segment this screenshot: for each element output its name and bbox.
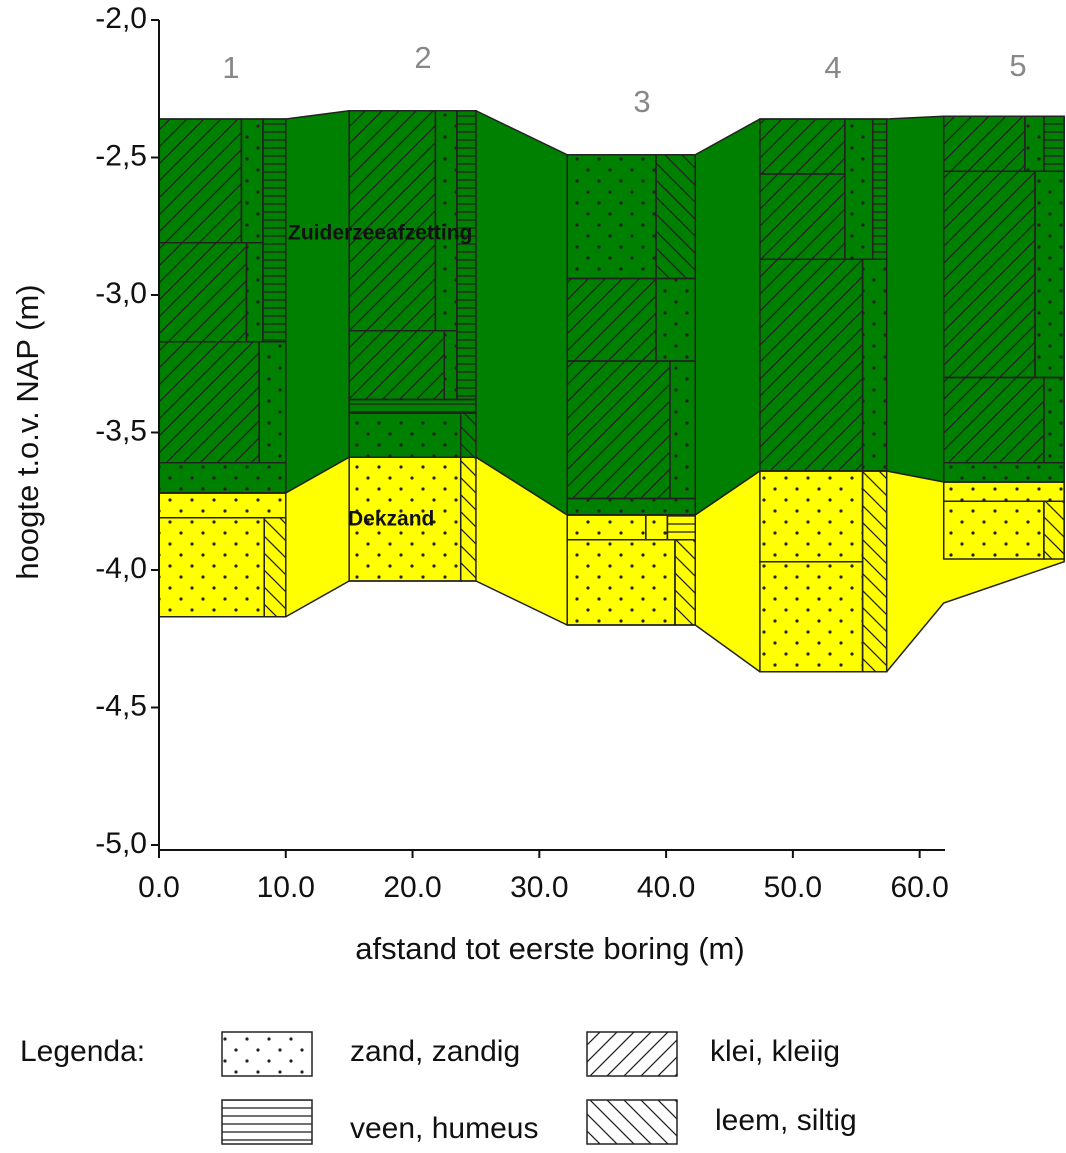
borehole-cell (759, 118, 846, 175)
legend-label: veen, humeus (350, 1112, 538, 1145)
borehole-cell (566, 277, 657, 362)
borehole-cell (861, 258, 888, 472)
borehole-cell (759, 470, 864, 563)
legend-swatch (221, 1031, 313, 1077)
borehole-cell (566, 154, 657, 280)
borehole-cell (348, 456, 462, 582)
borehole-cell (348, 330, 445, 401)
borehole-cell (566, 539, 676, 626)
borehole-label: 3 (633, 84, 650, 119)
x-tick-label: 30.0 (510, 871, 568, 904)
legend-label: zand, zandig (350, 1035, 520, 1068)
borehole-cell (348, 398, 477, 414)
x-tick-label: 60.0 (890, 871, 948, 904)
y-tick-label: -2,0 (95, 2, 147, 35)
borehole-cell (262, 118, 287, 343)
borehole-cell (1034, 170, 1065, 379)
borehole-label: 5 (1009, 48, 1026, 83)
borehole-cell (263, 517, 287, 618)
borehole-cell (566, 514, 647, 541)
borehole-cell (158, 341, 260, 464)
borehole-cell (674, 539, 697, 626)
x-tick-label: 50.0 (764, 871, 822, 904)
borehole-cell (942, 481, 1065, 502)
borehole-cell (348, 412, 462, 458)
borehole-cell (759, 258, 864, 472)
borehole-cell (645, 514, 669, 541)
borehole-cell (655, 277, 697, 362)
borehole-cell (240, 118, 264, 244)
borehole-cell (258, 341, 287, 464)
borehole-cell (158, 462, 287, 494)
legend-title: Legenda: (20, 1035, 145, 1068)
borehole-cell (459, 456, 477, 582)
borehole-cell (456, 110, 477, 401)
borehole-cell (871, 118, 888, 260)
borehole-cell (942, 115, 1026, 172)
borehole-cell (158, 118, 243, 244)
borehole-cell (669, 360, 697, 500)
borehole-cell (158, 492, 287, 519)
x-tick-label: 20.0 (383, 871, 441, 904)
x-tick-label: 40.0 (637, 871, 695, 904)
y-tick-label: -4,0 (95, 552, 147, 585)
borehole-cell (942, 462, 1065, 483)
borehole-cell (844, 118, 874, 260)
borehole-cell (245, 242, 264, 343)
unit-label: Zuiderzeeafzetting (288, 222, 472, 245)
borehole-cell (459, 412, 477, 458)
borehole-cell (861, 470, 888, 673)
borehole-cell (158, 242, 248, 343)
borehole-cell (1043, 500, 1065, 560)
plot-area (158, 110, 1065, 673)
y-tick-label: -2,5 (95, 139, 147, 172)
borehole-label: 2 (414, 40, 431, 75)
borehole-cell (759, 173, 846, 260)
borehole-cell (759, 561, 864, 673)
borehole-cell (566, 360, 671, 500)
x-tick-label: 0.0 (138, 871, 180, 904)
borehole-label: 1 (222, 50, 239, 85)
y-tick-label: -5,0 (95, 827, 147, 860)
legend-label: klei, kleiig (710, 1035, 840, 1068)
y-tick-label: -4,5 (95, 689, 147, 722)
borehole-cell (655, 154, 697, 280)
borehole-cell (443, 330, 458, 401)
borehole-cell (566, 497, 697, 516)
borehole-cell (666, 514, 697, 541)
borehole-cell (1043, 115, 1065, 172)
borehole-cell (158, 517, 265, 618)
borehole-cell (942, 376, 1045, 464)
legend-swatch (221, 1099, 313, 1145)
borehole-cell (942, 170, 1036, 379)
y-axis-title: hoogte t.o.v. NAP (m) (10, 284, 45, 579)
unit-label: Dekzand (348, 508, 434, 531)
y-tick-label: -3,0 (95, 277, 147, 310)
legend-swatch (586, 1099, 678, 1145)
x-axis-title: afstand tot eerste boring (m) (355, 931, 744, 966)
borehole-label: 4 (824, 50, 841, 85)
borehole-cell (942, 500, 1045, 560)
legend-label: leem, siltig (715, 1104, 857, 1137)
borehole-cell (348, 110, 437, 332)
y-tick-label: -3,5 (95, 414, 147, 447)
x-tick-label: 10.0 (257, 871, 315, 904)
borehole-cell (1043, 376, 1065, 464)
borehole-cell (1024, 115, 1045, 172)
legend-swatch (586, 1031, 678, 1077)
